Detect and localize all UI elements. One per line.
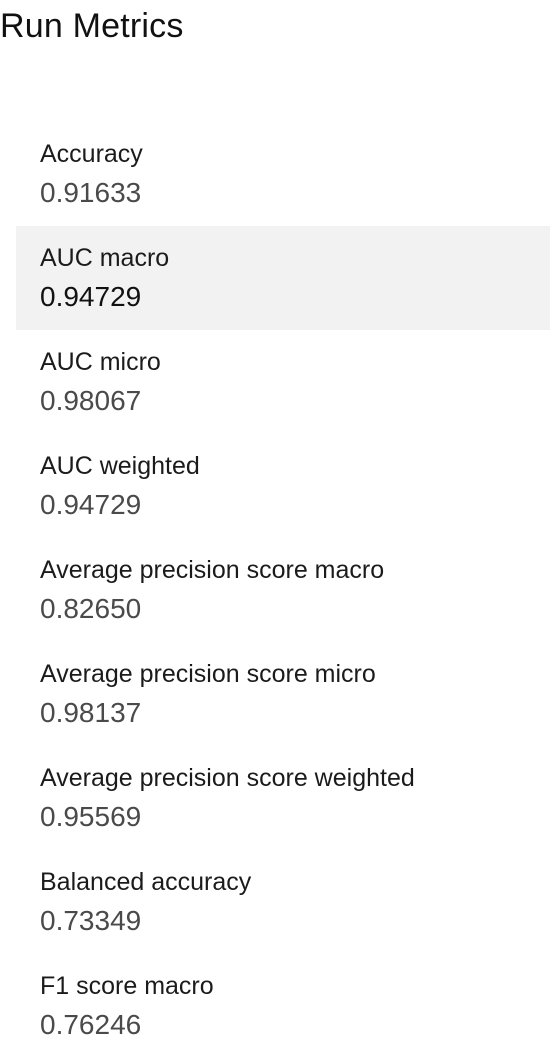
metric-value: 0.94729 [40,489,142,520]
metric-item-average-precision-micro[interactable]: Average precision score micro 0.98137 [16,642,550,746]
metric-item-auc-micro[interactable]: AUC micro 0.98067 [16,330,550,434]
metric-value: 0.91633 [40,177,142,208]
metric-label: AUC macro [40,244,170,272]
metrics-list: Accuracy 0.91633 AUC macro 0.94729 AUC m… [16,122,550,1058]
metric-value: 0.95569 [40,801,142,832]
metric-label: Average precision score weighted [40,764,415,792]
metric-item-auc-weighted[interactable]: AUC weighted 0.94729 [16,434,550,538]
metric-value: 0.98137 [40,697,142,728]
metric-label: Average precision score macro [40,556,385,584]
metric-item-balanced-accuracy[interactable]: Balanced accuracy 0.73349 [16,850,550,954]
metric-label: Accuracy [40,140,143,168]
metric-label: AUC micro [40,348,161,376]
metric-item-accuracy[interactable]: Accuracy 0.91633 [16,122,550,226]
metric-value: 0.94729 [40,281,142,312]
metric-label: AUC weighted [40,452,200,480]
metric-value: 0.76246 [40,1009,142,1040]
metric-item-average-precision-macro[interactable]: Average precision score macro 0.82650 [16,538,550,642]
metric-value: 0.73349 [40,905,142,936]
metric-value: 0.82650 [40,593,142,624]
metric-item-average-precision-weighted[interactable]: Average precision score weighted 0.95569 [16,746,550,850]
metric-item-f1-score-macro[interactable]: F1 score macro 0.76246 [16,954,550,1058]
metric-label: Balanced accuracy [40,868,252,896]
metric-item-auc-macro[interactable]: AUC macro 0.94729 [16,226,550,330]
page-title: Run Metrics [0,7,184,45]
metric-value: 0.98067 [40,385,142,416]
metric-label: Average precision score micro [40,660,376,688]
metric-label: F1 score macro [40,972,214,1000]
